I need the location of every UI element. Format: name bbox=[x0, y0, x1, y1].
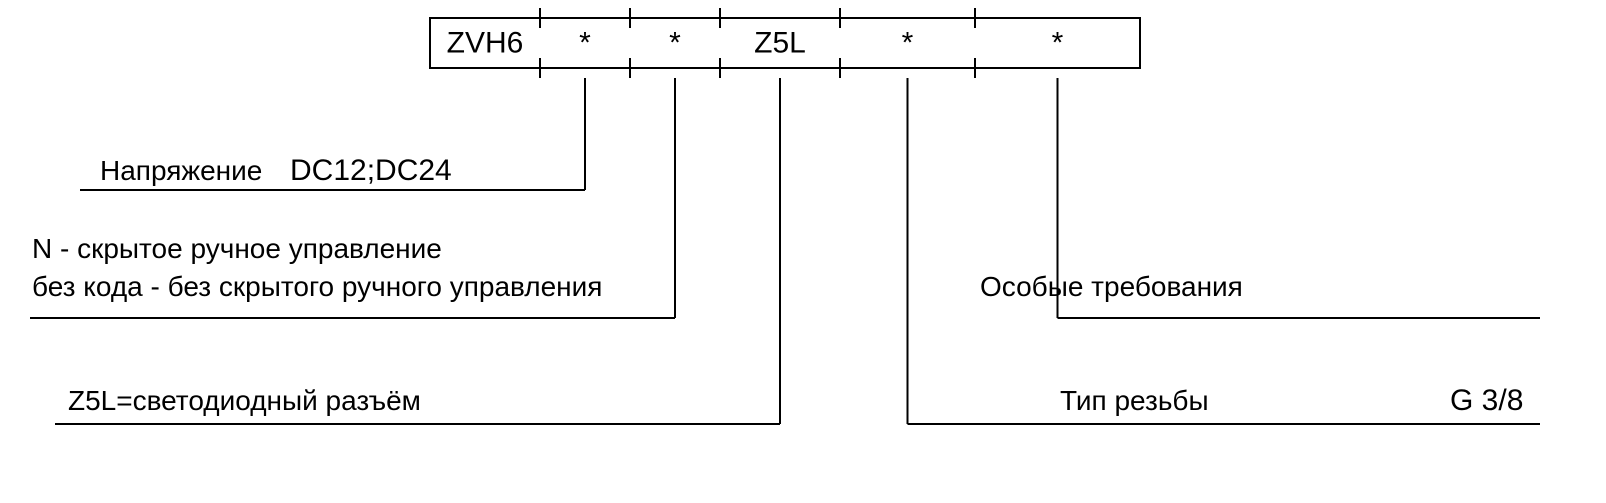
code-segment: ZVH6 bbox=[447, 27, 524, 60]
manual-line1: N - скрытое ручное управление bbox=[32, 233, 442, 264]
thread-value: G 3/8 bbox=[1450, 384, 1523, 417]
manual-line2: без кода - без скрытого ручного управлен… bbox=[32, 271, 602, 302]
voltage-label: Напряжение bbox=[100, 155, 262, 186]
code-segment: * bbox=[1052, 27, 1064, 60]
code-segment: * bbox=[579, 27, 591, 60]
code-segment: Z5L bbox=[754, 27, 806, 60]
connector-label: Z5L=светодиодный разъём bbox=[68, 385, 421, 416]
thread-label: Тип резьбы bbox=[1060, 385, 1209, 416]
voltage-value: DC12;DC24 bbox=[290, 154, 452, 187]
ordering-code-diagram: ZVH6 * * Z5L * * Напряжение DC12;DC24 N - скрыто… bbox=[0, 0, 1606, 503]
code-segment: * bbox=[902, 27, 914, 60]
code-segment: * bbox=[669, 27, 681, 60]
special-label: Особые требования bbox=[980, 271, 1243, 302]
